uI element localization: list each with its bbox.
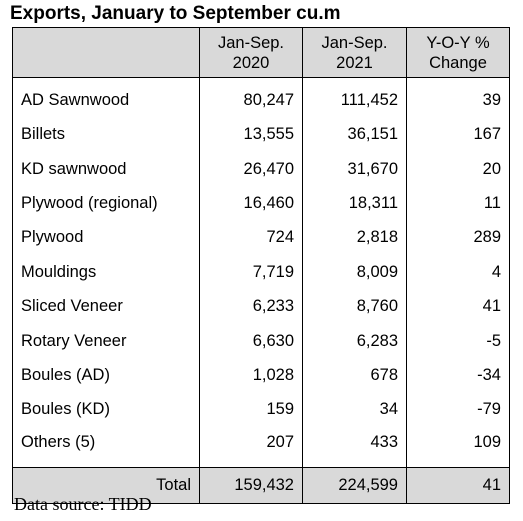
product-name-cell: Mouldings [12, 255, 200, 290]
value-2021-cell: 2,818 [302, 220, 407, 256]
yoy-change-cell: 11 [406, 186, 510, 221]
value-2020-cell: 6,630 [199, 323, 303, 359]
table-row: AD Sawnwood 80,247 111,452 39 [12, 77, 510, 118]
table-body: AD Sawnwood 80,247 111,452 39 Billets 13,555 3… [12, 77, 510, 468]
table-row: Sliced Veneer 6,233 8,760 41 [12, 289, 510, 324]
header-line: Y-O-Y % [426, 33, 490, 52]
header-line: Jan-Sep. [217, 33, 285, 52]
yoy-change-cell: 109 [406, 427, 510, 468]
table-title: Exports, January to September cu.m [10, 3, 341, 24]
product-name-cell: Rotary Veneer [12, 323, 200, 359]
product-name-cell: Sliced Veneer [12, 289, 200, 324]
header-yoy-change: Y-O-Y % Change [406, 27, 510, 78]
product-name-cell: Billets [12, 117, 200, 152]
value-2021-cell: 18,311 [302, 186, 407, 221]
product-name-cell: Boules (AD) [12, 358, 200, 393]
value-2020-cell: 6,233 [199, 289, 303, 324]
table-row: Rotary Veneer 6,630 6,283 -5 [12, 323, 510, 359]
value-2020-cell: 80,247 [199, 77, 303, 118]
product-name-cell: AD Sawnwood [12, 77, 200, 118]
yoy-change-cell: 20 [406, 151, 510, 187]
product-name-cell: KD sawnwood [12, 151, 200, 187]
table-row: Billets 13,555 36,151 167 [12, 117, 510, 152]
product-name-cell: Boules (KD) [12, 392, 200, 428]
value-2021-cell: 111,452 [302, 77, 407, 118]
yoy-change-cell: 289 [406, 220, 510, 256]
value-2020-cell: 724 [199, 220, 303, 256]
value-2021-cell: 678 [302, 358, 407, 393]
table-row: Mouldings 7,719 8,009 4 [12, 255, 510, 290]
value-2021-cell: 31,670 [302, 151, 407, 187]
value-2020-cell: 26,470 [199, 151, 303, 187]
header-row: Jan-Sep. 2020 Jan-Sep. 2021 Y-O-Y % Chan… [12, 27, 510, 78]
value-2020-cell: 1,028 [199, 358, 303, 393]
table-row: Boules (AD) 1,028 678 -34 [12, 358, 510, 393]
yoy-change-cell: -34 [406, 358, 510, 393]
value-2021-cell: 34 [302, 392, 407, 428]
yoy-change-cell: -79 [406, 392, 510, 428]
data-source-note: Data source: TIDD [14, 494, 152, 514]
header-jan-sep-2020: Jan-Sep. 2020 [199, 27, 303, 78]
yoy-change-cell: 41 [406, 289, 510, 324]
table-row: Others (5) 207 433 109 [12, 427, 510, 468]
total-2020: 159,432 [199, 466, 303, 504]
table-row: KD sawnwood 26,470 31,670 20 [12, 151, 510, 187]
value-2021-cell: 6,283 [302, 323, 407, 359]
total-2021: 224,599 [302, 466, 407, 504]
header-jan-sep-2021: Jan-Sep. 2021 [302, 27, 407, 78]
value-2021-cell: 433 [302, 427, 407, 468]
table-row: Plywood 724 2,818 289 [12, 220, 510, 256]
header-line: 2020 [232, 53, 270, 72]
total-label: Total [12, 466, 200, 504]
header-line: Change [429, 53, 487, 72]
value-2020-cell: 159 [199, 392, 303, 428]
value-2021-cell: 8,009 [302, 255, 407, 290]
product-name-cell: Others (5) [12, 427, 200, 468]
header-line: Jan-Sep. [321, 33, 388, 52]
value-2020-cell: 13,555 [199, 117, 303, 152]
total-yoy: 41 [406, 466, 510, 504]
yoy-change-cell: 39 [406, 77, 510, 118]
total-row: Total 159,432 224,599 41 [12, 466, 510, 504]
yoy-change-cell: 4 [406, 255, 510, 290]
product-name-cell: Plywood [12, 220, 200, 256]
yoy-change-cell: 167 [406, 117, 510, 152]
value-2020-cell: 207 [199, 427, 303, 468]
header-line: 2021 [336, 53, 373, 72]
product-name-cell: Plywood (regional) [12, 186, 200, 221]
table-row: Boules (KD) 159 34 -79 [12, 392, 510, 428]
table-row: Plywood (regional) 16,460 18,311 11 [12, 186, 510, 221]
value-2020-cell: 7,719 [199, 255, 303, 290]
value-2021-cell: 36,151 [302, 117, 407, 152]
value-2020-cell: 16,460 [199, 186, 303, 221]
header-blank-cell [12, 27, 200, 78]
exports-table: Jan-Sep. 2020 Jan-Sep. 2021 Y-O-Y % Chan… [12, 27, 510, 504]
value-2021-cell: 8,760 [302, 289, 407, 324]
yoy-change-cell: -5 [406, 323, 510, 359]
